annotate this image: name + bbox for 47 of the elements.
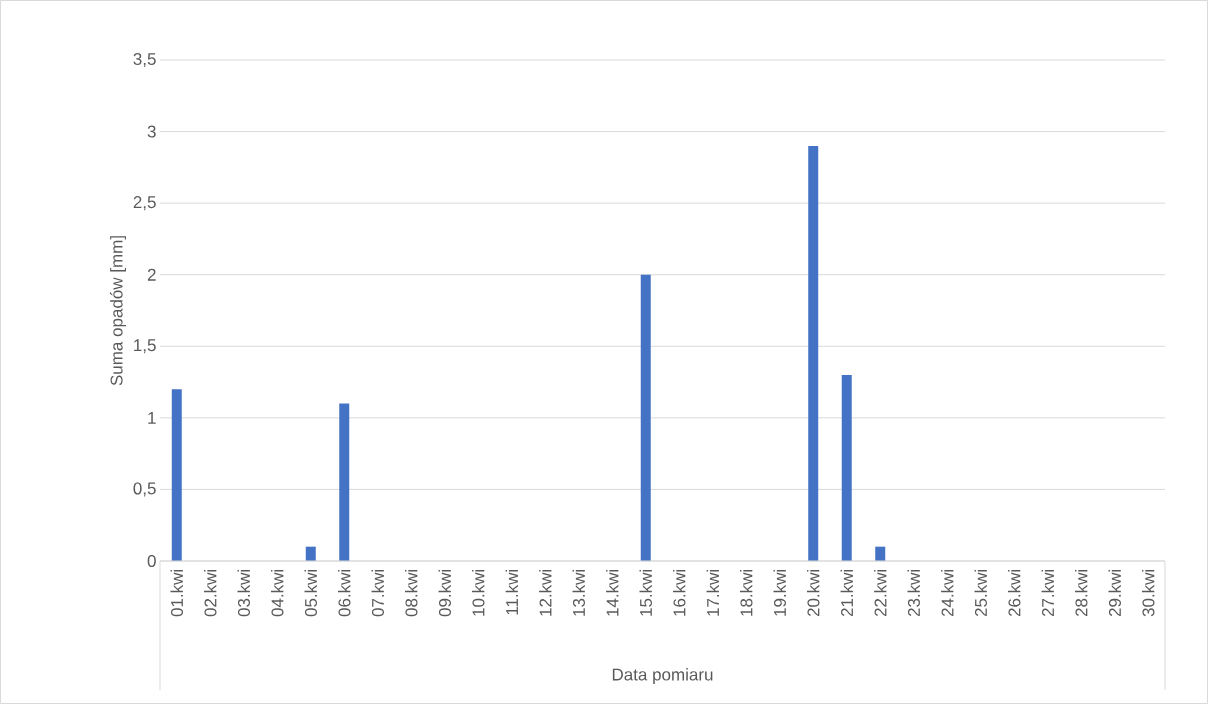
bar <box>305 546 316 561</box>
bar <box>640 274 651 561</box>
y-tick-label: 1,5 <box>134 339 156 354</box>
y-tick-label: 3 <box>147 125 156 138</box>
y-tick-label: 0 <box>147 554 156 568</box>
x-axis-title: Data pomiaru <box>612 668 713 684</box>
x-tick-label: 17.kwi <box>706 569 719 616</box>
x-tick-label: 16.kwi <box>673 569 686 616</box>
x-tick-label: 21.kwi <box>840 569 853 617</box>
x-tick-label: 13.kwi <box>572 569 585 616</box>
x-tick-label: 09.kwi <box>438 569 451 617</box>
x-tick-label: 22.kwi <box>874 569 887 617</box>
x-tick-label: 04.kwi <box>271 569 284 617</box>
x-tick-label: 02.kwi <box>204 569 217 617</box>
bar <box>808 145 819 561</box>
x-tick-label: 23.kwi <box>907 569 920 617</box>
y-tick-label: 0,5 <box>133 482 156 497</box>
x-tick-label: 15.kwi <box>639 569 652 616</box>
x-tick-label: 28.kwi <box>1074 569 1088 617</box>
y-tick-label: 2,5 <box>133 196 156 211</box>
y-tick-label: 3,5 <box>133 52 156 68</box>
bar <box>841 374 852 561</box>
y-axis-title: Suma opadów [mm] <box>109 236 126 386</box>
x-tick-label: 06.kwi <box>338 569 351 617</box>
y-tick-label: 1 <box>148 411 156 424</box>
x-tick-label: 29.kwi <box>1108 569 1121 617</box>
x-tick-label: 10.kwi <box>472 569 485 616</box>
x-tick-label: 27.kwi <box>1041 569 1054 617</box>
x-tick-label: 05.kwi <box>304 569 317 617</box>
x-tick-label: 20.kwi <box>807 569 820 617</box>
x-tick-label: 26.kwi <box>1008 569 1021 617</box>
y-tick-label: 2 <box>147 268 156 281</box>
x-tick-label: 08.kwi <box>405 569 418 617</box>
x-tick-label: 07.kwi <box>371 569 384 617</box>
x-tick-label: 19.kwi <box>773 569 786 616</box>
x-tick-label: 25.kwi <box>974 569 987 617</box>
bar <box>171 389 182 561</box>
bar <box>875 546 886 561</box>
x-tick-label: 18.kwi <box>740 569 753 616</box>
bar <box>339 403 350 561</box>
x-tick-label: 03.kwi <box>237 569 251 617</box>
x-tick-label: 14.kwi <box>606 569 619 616</box>
x-tick-label: 11.kwi <box>505 569 518 615</box>
x-tick-label: 01.kwi <box>170 569 184 617</box>
x-tick-label: 24.kwi <box>941 569 954 617</box>
x-tick-label: 30.kwi <box>1141 569 1155 617</box>
x-tick-label: 12.kwi <box>539 569 552 616</box>
